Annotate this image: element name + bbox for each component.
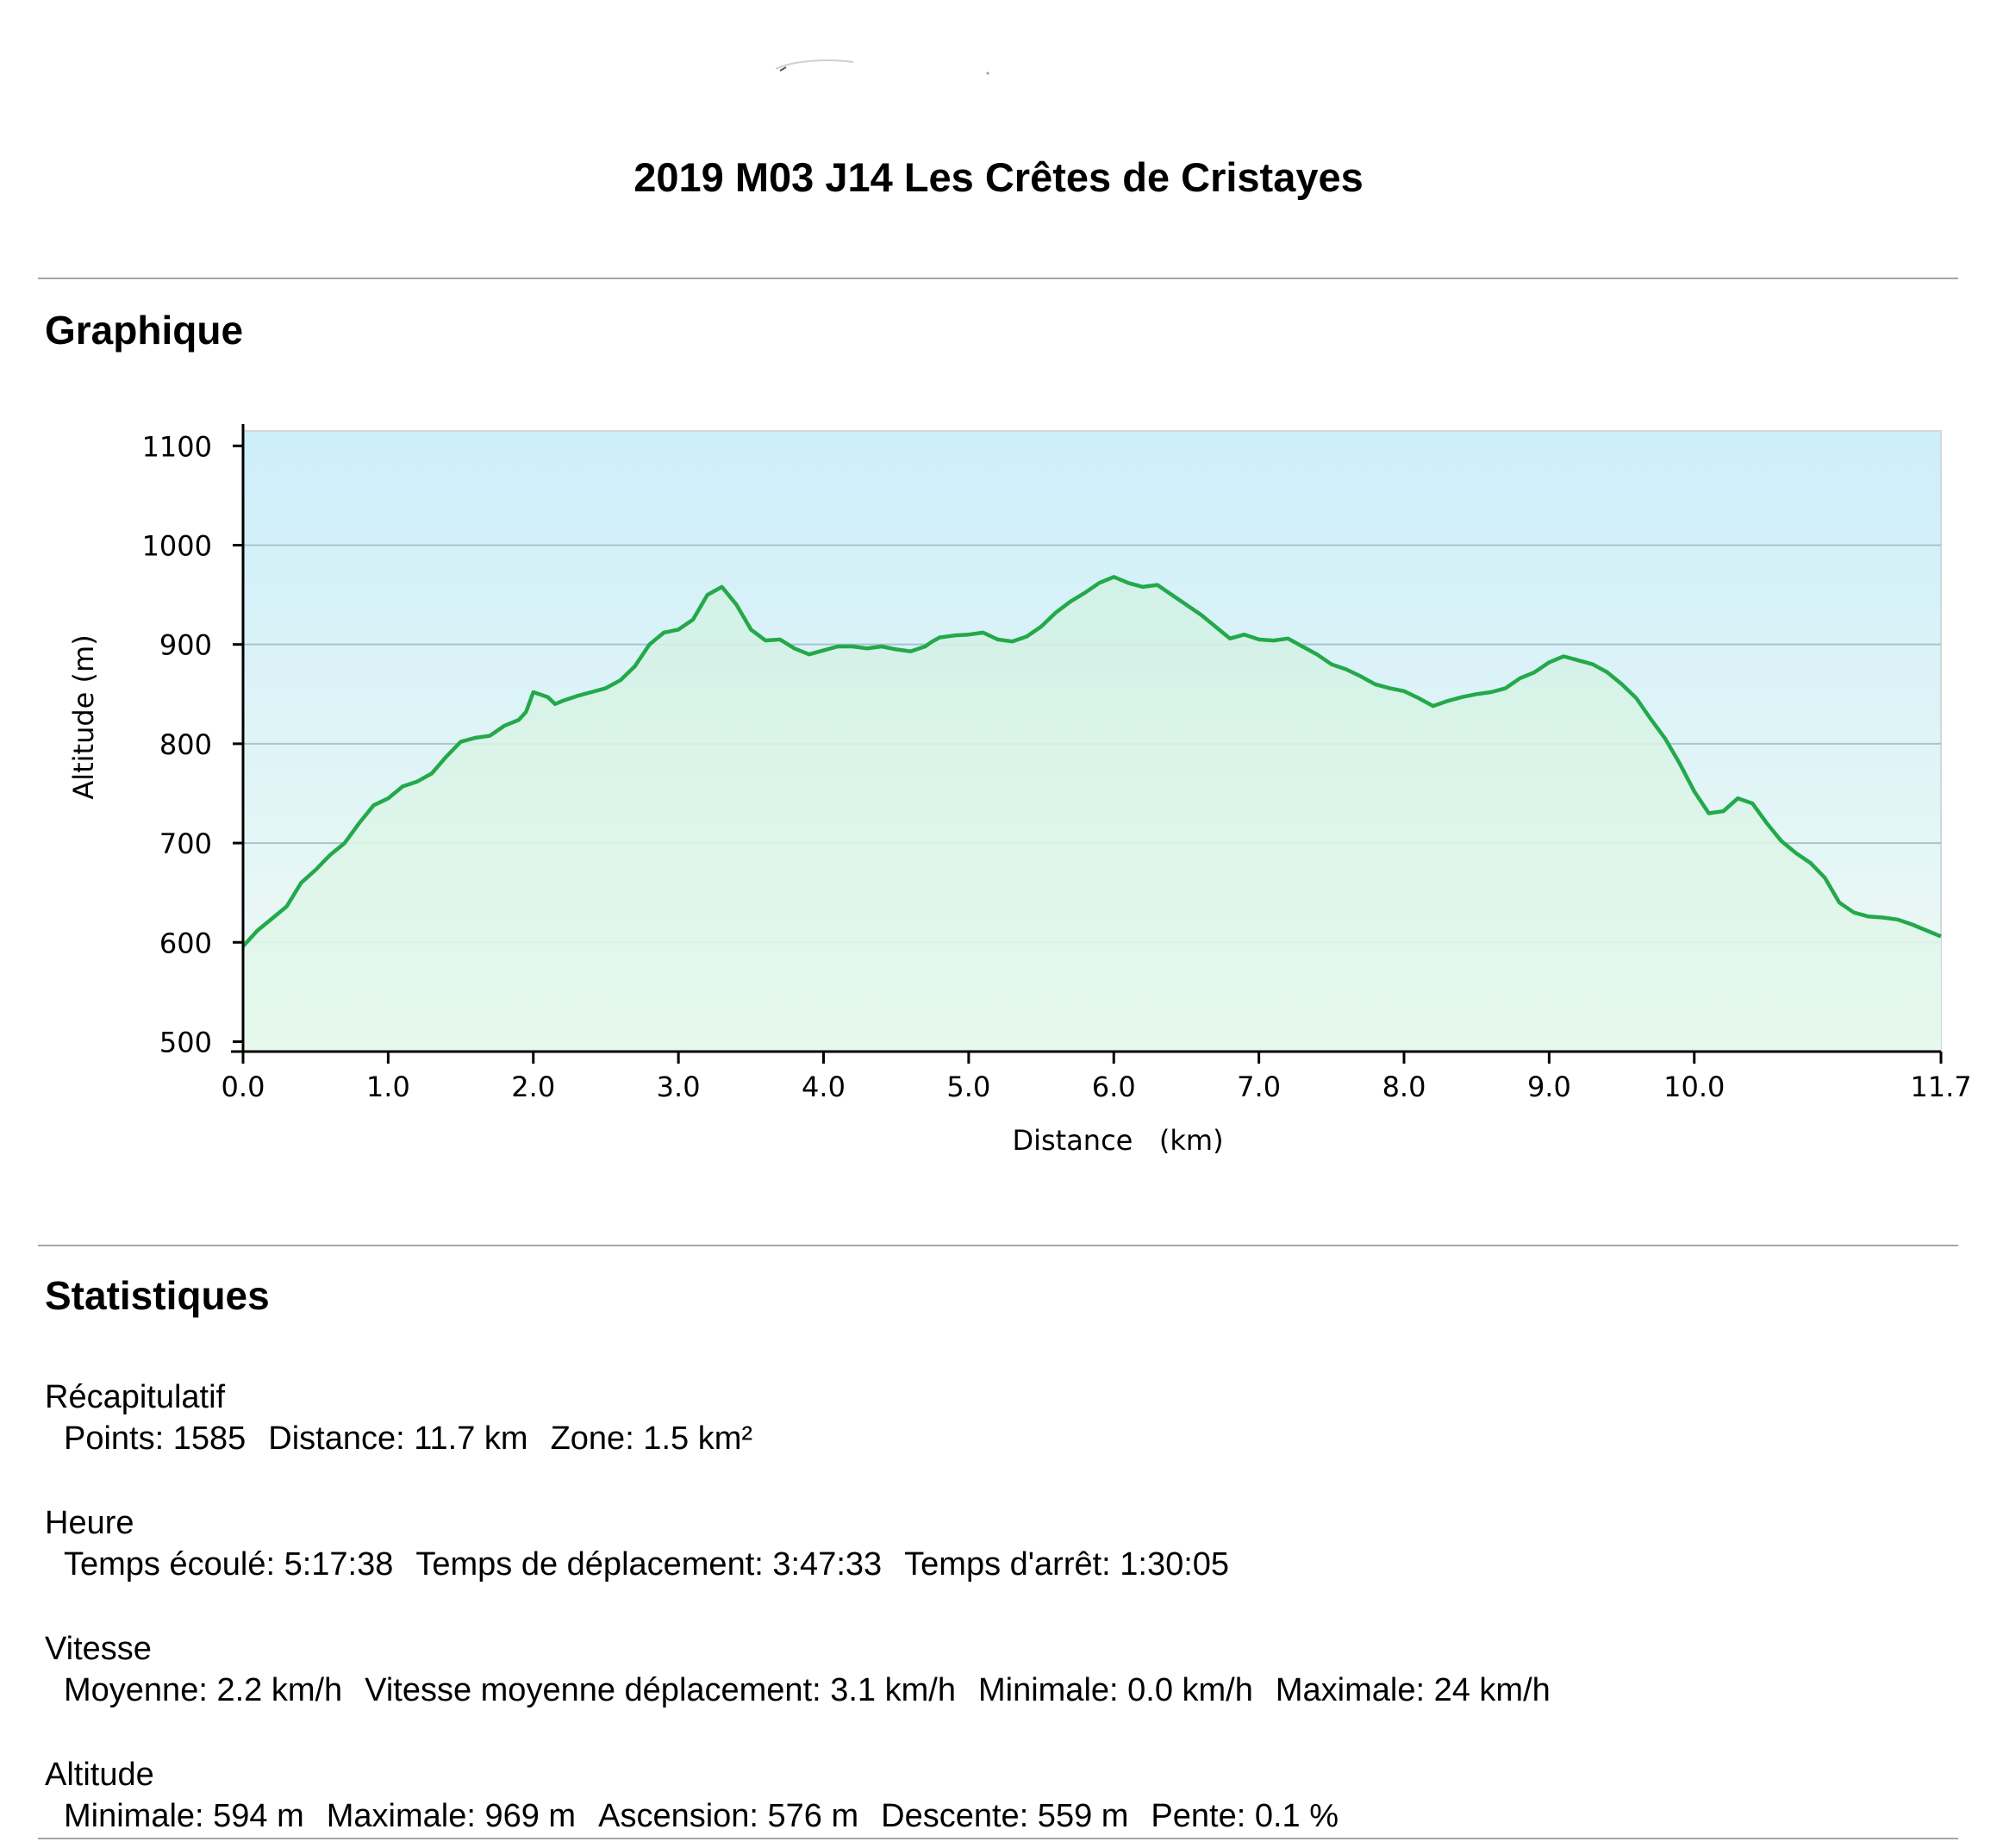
stat-item: Zone: 1.5 km²	[550, 1420, 752, 1457]
x-tick-label: 0.0	[222, 1071, 265, 1103]
x-tick-label: 1.0	[366, 1071, 410, 1103]
stat-item: Temps d'arrêt: 1:30:05	[904, 1546, 1230, 1583]
stat-line-heure: Temps écoulé: 5:17:38 Temps de déplacemen…	[64, 1546, 1229, 1583]
x-tick-label: 4.0	[802, 1071, 846, 1103]
y-tick-label: 1000	[142, 529, 212, 562]
stats-section-title: Statistiques	[45, 1273, 270, 1318]
stat-item: Temps écoulé: 5:17:38	[64, 1546, 394, 1583]
stat-line-altitude: Minimale: 594 m Maximale: 969 m Ascension:…	[64, 1798, 1339, 1835]
stat-label-heure: Heure	[45, 1505, 134, 1541]
stat-label-recap: Récapitulatif	[45, 1379, 226, 1415]
elevation-chart: 500 600 700 800 900 1000 1100 0.0 1.0 2.0 3.0 4.0 5.…	[67, 424, 1972, 1157]
elevation-area	[243, 577, 1941, 1052]
y-tick-label: 800	[159, 728, 212, 761]
stat-line-vitesse: Moyenne: 2.2 km/h Vitesse moyenne déplace…	[64, 1672, 1551, 1709]
y-tick-label: 700	[159, 827, 212, 860]
stat-item: Ascension: 576 m	[598, 1798, 859, 1834]
divider-bottom	[38, 1838, 1958, 1839]
y-axis-label: Altitude (m)	[67, 634, 100, 799]
stat-label-vitesse: Vitesse	[45, 1631, 152, 1667]
stat-item: Maximale: 24 km/h	[1275, 1672, 1551, 1708]
x-tick-label: 7.0	[1237, 1071, 1281, 1103]
graph-section-title: Graphique	[45, 308, 244, 353]
stat-item: Temps de déplacement: 3:47:33	[415, 1546, 883, 1583]
divider-top	[38, 278, 1958, 279]
stat-item: Minimale: 0.0 km/h	[977, 1672, 1253, 1708]
y-tick-label: 1100	[142, 430, 212, 463]
x-tick-label: 8.0	[1382, 1071, 1426, 1103]
stat-item: Pente: 0.1 %	[1151, 1798, 1339, 1834]
page-title: 2019 M03 J14 Les Crêtes de Cristayes	[633, 154, 1364, 200]
x-axis-label: Distance (km)	[1012, 1124, 1223, 1157]
y-tick-label: 900	[159, 629, 212, 662]
stat-item: Moyenne: 2.2 km/h	[64, 1672, 343, 1708]
x-tick-label: 5.0	[946, 1071, 990, 1103]
stat-item: Maximale: 969 m	[326, 1798, 577, 1834]
stat-item: Distance: 11.7 km	[268, 1420, 528, 1457]
stat-label-altitude: Altitude	[45, 1757, 154, 1793]
x-tick-label: 3.0	[657, 1071, 701, 1103]
y-tick-label: 600	[159, 927, 212, 959]
x-tick-label: 11.7	[1910, 1071, 1971, 1103]
stat-item: Descente: 559 m	[881, 1798, 1129, 1834]
stat-item: Minimale: 594 m	[64, 1798, 304, 1834]
y-tick-label: 500	[159, 1026, 212, 1058]
x-tick-label: 2.0	[511, 1071, 555, 1103]
stat-line-recap: Points: 1585 Distance: 11.7 km Zone: 1.5 k…	[64, 1420, 752, 1458]
x-tick-label: 9.0	[1527, 1071, 1571, 1103]
x-tick-label: 6.0	[1092, 1071, 1136, 1103]
stat-item: Vitesse moyenne déplacement: 3.1 km/h	[365, 1672, 956, 1708]
x-tick-label: 10.0	[1663, 1071, 1725, 1103]
elevation-line	[241, 575, 1942, 948]
decorative-mark	[776, 59, 989, 75]
stat-item: Points: 1585	[64, 1420, 247, 1457]
divider-middle	[38, 1245, 1958, 1246]
